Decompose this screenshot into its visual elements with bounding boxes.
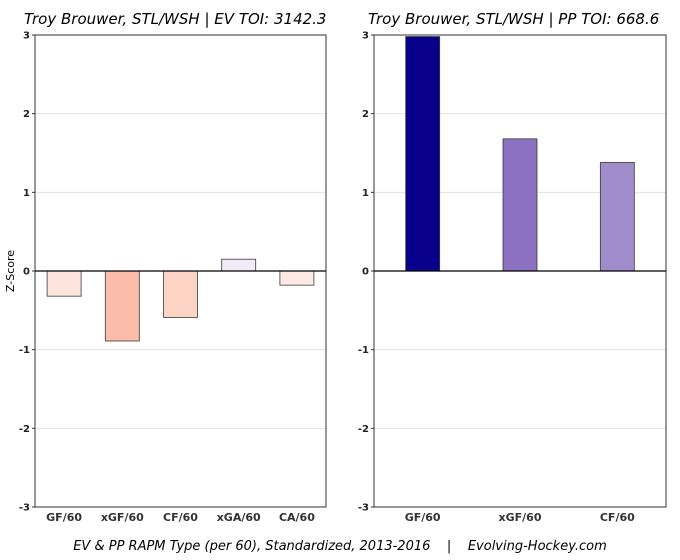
right-panel-title: Troy Brouwer, STL/WSH | PP TOI: 668.6: [368, 10, 659, 28]
y-tick-label: 1: [362, 188, 369, 199]
y-tick-label: 0: [362, 267, 369, 278]
bar-xgf-per-60: [502, 138, 538, 272]
y-tick-label: -3: [358, 503, 369, 514]
x-tick-label: xGF/60: [499, 511, 542, 524]
x-tick-label: CF/60: [163, 511, 198, 524]
bar-cf-per-60: [599, 162, 635, 272]
left-panel-ev: -3 -2 -1 0 1 2 3 GF/60 xGF/60 CF/60 xGA/60 CA/60: [19, 31, 327, 524]
x-tick-label: GF/60: [46, 511, 82, 524]
y-tick-label: -2: [358, 424, 369, 435]
y-tick-label: 3: [23, 31, 30, 42]
y-tick-label: 2: [362, 109, 369, 120]
x-tick-label: xGA/60: [217, 511, 261, 524]
x-tick-label: xGF/60: [101, 511, 144, 524]
y-tick-label: 3: [362, 31, 369, 42]
y-tick-label: -2: [19, 424, 30, 435]
x-tick-label: CF/60: [600, 511, 635, 524]
bar-gf-per-60: [405, 36, 441, 272]
bar-cf-per-60: [163, 270, 198, 318]
bar-xga-per-60: [221, 258, 257, 272]
bar-ca-per-60: [279, 270, 315, 286]
y-axis-label: Z-Score: [4, 250, 17, 292]
y-tick-label: 2: [23, 109, 30, 120]
x-tick-label: CA/60: [279, 511, 315, 524]
left-panel-title: Troy Brouwer, STL/WSH | EV TOI: 3142.3: [24, 10, 326, 28]
figure-caption: EV & PP RAPM Type (per 60), Standardized…: [73, 539, 607, 554]
bar-xgf-per-60: [104, 270, 140, 342]
x-tick-label: GF/60: [405, 511, 441, 524]
bar-gf-per-60: [46, 270, 82, 297]
y-tick-label: -1: [19, 345, 30, 356]
right-panel-pp: -3 -2 -1 0 1 2 3 GF/60 xGF/60 CF/60: [358, 31, 667, 524]
y-tick-label: 1: [23, 188, 30, 199]
y-tick-label: -1: [358, 345, 369, 356]
y-tick-label: 0: [23, 267, 30, 278]
y-tick-label: -3: [19, 503, 30, 514]
